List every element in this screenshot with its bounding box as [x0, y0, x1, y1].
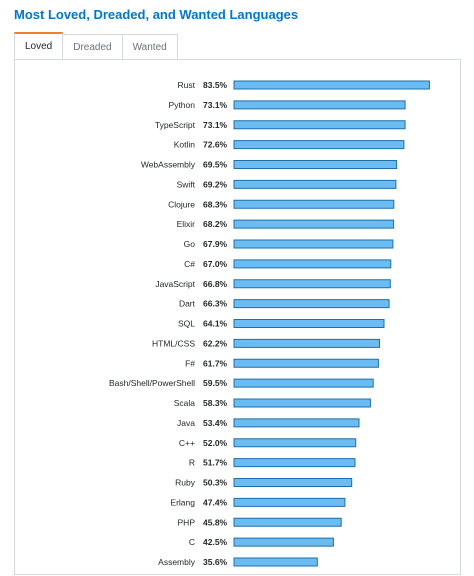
bar [233, 458, 356, 468]
category-label: Clojure [168, 199, 195, 209]
bar [233, 537, 334, 547]
category-label: PHP [178, 517, 196, 527]
bar [233, 358, 379, 368]
value-label: 68.2% [203, 219, 228, 229]
tab-bar: Loved Dreaded Wanted [14, 32, 178, 60]
category-label: Erlang [170, 497, 195, 507]
value-label: 83.5% [203, 80, 228, 90]
bar [233, 100, 406, 110]
category-label: WebAssembly [141, 160, 196, 170]
category-label: C# [184, 259, 195, 269]
category-label: R [189, 458, 195, 468]
value-label: 45.8% [203, 517, 228, 527]
bar [233, 497, 346, 507]
category-label: Elixir [177, 219, 196, 229]
category-label: HTML/CSS [152, 338, 195, 348]
value-label: 59.5% [203, 378, 228, 388]
bar [233, 120, 406, 130]
value-label: 47.4% [203, 497, 228, 507]
value-label: 68.3% [203, 199, 228, 209]
category-label: JavaScript [155, 279, 195, 289]
bar [233, 398, 371, 408]
bar [233, 378, 374, 388]
category-label: Go [184, 239, 196, 249]
bar [233, 438, 357, 448]
tab-wanted[interactable]: Wanted [122, 34, 178, 60]
bar [233, 557, 318, 567]
bar [233, 319, 385, 328]
category-label: Assembly [158, 557, 196, 567]
tab-loved[interactable]: Loved [14, 32, 64, 60]
value-label: 67.9% [203, 239, 228, 249]
category-label: Bash/Shell/PowerShell [109, 378, 195, 388]
value-label: 53.4% [203, 418, 228, 428]
bar [233, 199, 395, 209]
bar [233, 478, 353, 487]
value-label: 66.3% [203, 299, 228, 309]
value-label: 69.2% [203, 179, 228, 189]
value-label: 64.1% [203, 319, 228, 329]
bar [233, 517, 342, 527]
value-label: 62.2% [203, 338, 228, 348]
category-label: Ruby [175, 478, 196, 488]
bar [233, 80, 430, 90]
bar [233, 259, 392, 269]
category-label: Swift [177, 179, 196, 189]
category-label: Rust [178, 80, 196, 90]
category-label: Scala [174, 398, 196, 408]
bar-chart: Rust 83.5% Python 73.1% TypeScript 73.1% Kotli… [109, 80, 430, 567]
value-label: 50.3% [203, 478, 228, 488]
value-label: 72.6% [203, 140, 228, 150]
bar [233, 179, 397, 189]
bar [233, 418, 360, 428]
bar [233, 299, 390, 309]
category-label: C [189, 537, 195, 547]
bar [233, 140, 405, 150]
value-label: 35.6% [203, 557, 228, 567]
bar [233, 219, 395, 229]
value-label: 73.1% [203, 100, 228, 110]
value-label: 52.0% [203, 438, 228, 448]
chart-panel: Rust 83.5% Python 73.1% TypeScript 73.1% Kotli… [14, 59, 461, 575]
tab-dreaded[interactable]: Dreaded [63, 34, 123, 60]
value-label: 73.1% [203, 120, 228, 130]
value-label: 66.8% [203, 279, 228, 289]
bar [233, 338, 380, 348]
bar [233, 279, 391, 289]
page-title: Most Loved, Dreaded, and Wanted Language… [14, 7, 299, 22]
category-label: F# [185, 358, 195, 368]
category-label: Python [169, 100, 196, 110]
value-label: 51.7% [203, 458, 228, 468]
category-label: Dart [179, 299, 196, 309]
value-label: 42.5% [203, 537, 228, 547]
bar [233, 160, 398, 169]
value-label: 69.5% [203, 160, 228, 170]
category-label: Kotlin [174, 140, 196, 150]
value-label: 58.3% [203, 398, 228, 408]
value-label: 67.0% [203, 259, 228, 269]
category-label: SQL [178, 319, 195, 329]
category-label: TypeScript [155, 120, 196, 130]
category-label: Java [177, 418, 195, 428]
value-label: 61.7% [203, 358, 228, 368]
bar [233, 239, 394, 249]
category-label: C++ [179, 438, 195, 448]
